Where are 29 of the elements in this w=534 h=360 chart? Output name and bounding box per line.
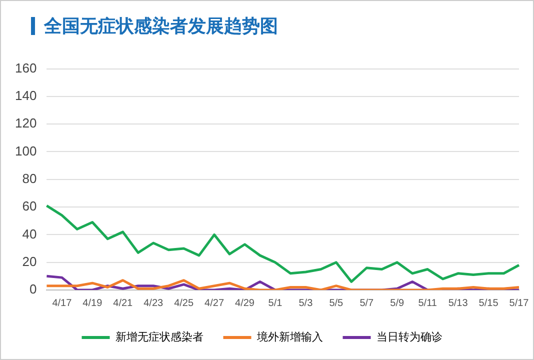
x-tick-label: 4/29 [235,298,255,309]
x-tick-label: 5/13 [448,298,468,309]
y-tick-label: 160 [14,60,37,76]
x-tick-label: 5/3 [298,298,314,309]
y-tick-label: 80 [22,170,37,186]
y-tick-label: 20 [22,254,37,269]
x-tick-label: 4/23 [144,298,164,309]
x-tick-label: 5/1 [268,298,283,309]
y-tick-label: 100 [14,143,37,158]
x-tick-label: 5/11 [418,298,438,309]
y-tick-label: 140 [14,88,37,104]
y-tick-label: 40 [22,226,37,242]
y-tick-label: 60 [22,198,37,214]
x-tick-label: 4/25 [174,298,194,309]
chart-title: 全国无症状感染者发展趋势图 [44,15,278,38]
legend-label: 境外新增输入 [256,330,323,344]
legend-label: 新增无症状感染者 [115,330,204,344]
x-tick-label: 4/19 [82,298,103,309]
y-tick-label: 0 [29,282,37,297]
x-tick-label: 5/17 [509,298,530,309]
x-tick-label: 5/7 [360,298,374,309]
x-tick-label: 5/5 [329,298,344,309]
x-tick-label: 4/17 [52,298,72,309]
legend-label: 当日转为确诊 [376,330,442,344]
x-tick-label: 5/9 [390,298,404,309]
x-tick-label: 4/27 [204,298,224,309]
x-tick-label: 5/15 [478,298,499,309]
y-tick-label: 120 [14,116,37,131]
x-tick-label: 4/21 [113,298,134,309]
